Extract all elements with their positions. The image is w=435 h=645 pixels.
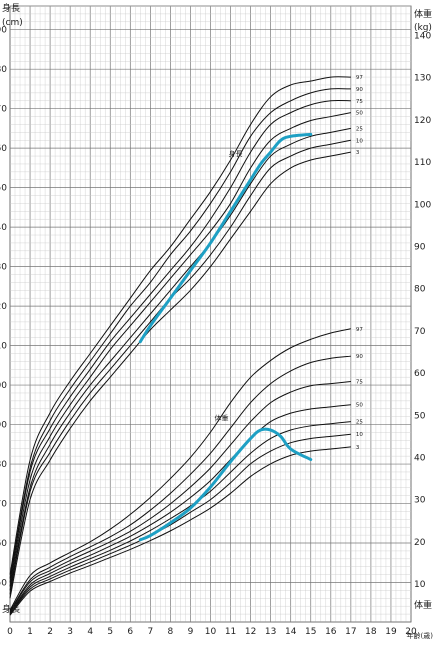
left-tick-label: 60 xyxy=(0,539,7,549)
x-tick-label: 5 xyxy=(107,627,113,637)
left-tick-label: 190 xyxy=(0,26,7,36)
x-tick-label: 14 xyxy=(285,627,297,637)
weight-group-label: 体重 xyxy=(215,414,229,423)
x-tick-label: 6 xyxy=(127,627,133,637)
left-axis-unit: (cm) xyxy=(2,18,23,28)
right-tick-label: 110 xyxy=(414,158,431,168)
x-tick-label: 2 xyxy=(47,627,53,637)
left-tick-label: 170 xyxy=(0,105,7,115)
x-tick-label: 18 xyxy=(365,627,377,637)
weight-curve-p75 xyxy=(9,381,351,613)
right-tick-label: 20 xyxy=(414,538,426,548)
right-tick-label: 70 xyxy=(414,327,426,337)
left-tick-label: 160 xyxy=(0,144,7,154)
left-tick-label: 90 xyxy=(0,421,7,431)
height-curve-p90 xyxy=(9,88,351,579)
right-tick-label: 120 xyxy=(414,116,431,126)
right-bottom-label: 体重 xyxy=(414,599,432,611)
left-tick-label: 50 xyxy=(0,579,7,589)
patient-height-line xyxy=(138,132,313,344)
weight-curve-p25 xyxy=(9,421,351,615)
height-pct-label: 25 xyxy=(356,126,363,132)
x-tick-label: 0 xyxy=(7,627,13,637)
right-axis-unit: (kg) xyxy=(414,23,432,33)
height-curve-p50 xyxy=(9,112,351,587)
x-tick-label: 13 xyxy=(265,627,276,637)
weight-pct-label: 50 xyxy=(356,403,363,409)
right-tick-label: 90 xyxy=(414,242,426,252)
weight-curve-p10 xyxy=(9,433,351,615)
right-tick-label: 40 xyxy=(414,453,426,463)
left-bottom-label: 身長 xyxy=(2,603,20,615)
left-tick-label: 180 xyxy=(0,65,7,75)
x-tick-label: 11 xyxy=(225,627,236,637)
x-tick-label: 12 xyxy=(245,627,256,637)
weight-curve-p97 xyxy=(9,328,351,611)
patient-lines xyxy=(138,132,313,542)
right-tick-label: 130 xyxy=(414,74,431,84)
weight-curve-p50 xyxy=(9,404,351,614)
x-tick-label: 15 xyxy=(305,627,316,637)
height-curve-p97 xyxy=(9,76,351,575)
weight-pct-label: 3 xyxy=(356,445,360,451)
height-pct-label: 10 xyxy=(356,138,363,144)
x-tick-label: 1 xyxy=(27,627,33,637)
x-tick-label: 7 xyxy=(147,627,153,637)
left-tick-label: 140 xyxy=(0,223,7,233)
x-tick-label: 16 xyxy=(325,627,337,637)
x-tick-label: 4 xyxy=(87,627,93,637)
x-tick-label: 20 xyxy=(405,627,417,637)
height-curve-p25 xyxy=(9,127,351,591)
x-tick-label: 9 xyxy=(188,627,194,637)
left-tick-label: 80 xyxy=(0,460,7,470)
right-tick-label: 50 xyxy=(414,411,426,421)
weight-curve-p90 xyxy=(9,355,351,612)
x-tick-label: 17 xyxy=(345,627,356,637)
weight-pct-label: 75 xyxy=(356,380,363,386)
right-tick-label: 140 xyxy=(414,32,431,42)
right-tick-label: 80 xyxy=(414,285,426,295)
left-tick-label: 150 xyxy=(0,184,7,194)
x-tick-label: 10 xyxy=(205,627,217,637)
weight-pct-label: 90 xyxy=(356,354,363,360)
right-tick-label: 30 xyxy=(414,496,426,506)
height-pct-label: 90 xyxy=(356,87,363,93)
height-pct-label: 50 xyxy=(356,111,363,117)
x-tick-label: 19 xyxy=(385,627,397,637)
patient-weight-line xyxy=(138,427,313,542)
right-tick-label: 10 xyxy=(414,580,426,590)
height-pct-label: 3 xyxy=(356,150,360,156)
left-tick-label: 100 xyxy=(0,381,7,391)
height-group-label: 身長 xyxy=(229,149,243,158)
left-tick-label: 120 xyxy=(0,302,7,312)
grid xyxy=(9,5,412,623)
x-tick-label: 8 xyxy=(168,627,174,637)
left-tick-label: 110 xyxy=(0,342,7,352)
right-tick-label: 60 xyxy=(414,369,426,379)
left-tick-label: 70 xyxy=(0,500,7,510)
height-pct-label: 75 xyxy=(356,99,363,105)
height-curve-p3 xyxy=(9,151,351,599)
x-tick-label: 3 xyxy=(67,627,73,637)
percentile-curves: 97 90 75 50 25 10 3 97 90 75 50 25 10 3 xyxy=(9,75,363,616)
height-pct-label: 97 xyxy=(356,75,363,81)
right-tick-label: 100 xyxy=(414,200,431,210)
left-tick-label: 130 xyxy=(0,263,7,273)
weight-pct-label: 25 xyxy=(356,420,363,426)
height-curve-p75 xyxy=(9,99,351,583)
weight-pct-label: 97 xyxy=(356,327,363,333)
x-axis-title: 年齢(歳) xyxy=(407,631,434,640)
left-axis-title: 身長 xyxy=(2,2,20,14)
weight-pct-label: 10 xyxy=(356,432,363,438)
right-axis-title: 体重 xyxy=(414,8,432,20)
weight-curve-p3 xyxy=(9,446,351,616)
